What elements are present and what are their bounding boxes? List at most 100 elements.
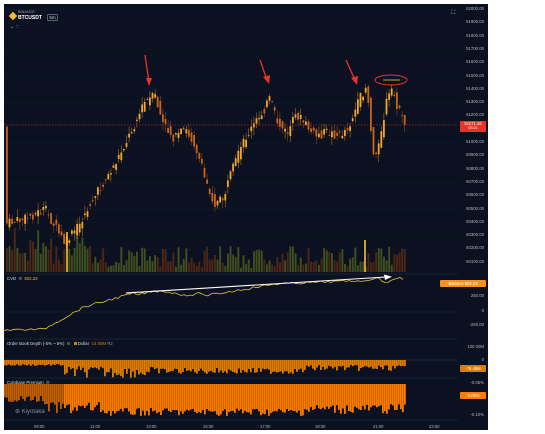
coinbase-bar (252, 384, 254, 410)
coinbase-bar (134, 384, 136, 415)
volume-bar (169, 261, 172, 272)
orderbook-bar (324, 360, 326, 370)
fullscreen-icon[interactable]: ⛶ (451, 10, 456, 16)
volume-bar (130, 252, 133, 272)
volume-bar (24, 252, 27, 272)
orderbook-legend[interactable]: Order Book Depth (-5% ~ 5%) ⚙ Dollar -14… (7, 341, 113, 347)
volume-bar (112, 265, 115, 272)
orderbook-bar (112, 360, 114, 378)
candle-body (37, 210, 39, 217)
coinbase-bar (258, 384, 260, 412)
orderbook-bar (252, 360, 254, 369)
candle-body (390, 88, 393, 96)
symbol-header: BINANCE BTCUSDT · 5m ⌄ ∵ (8, 10, 58, 30)
candle-body (47, 214, 50, 216)
coinbase-bar (242, 384, 244, 414)
coinbase-bars (4, 384, 406, 416)
price-tick: 50500.00 (466, 205, 484, 211)
candle-body (16, 217, 19, 221)
orderbook-bar (326, 360, 328, 369)
coinbase-legend[interactable]: Coinbase Premium ⚙ (7, 380, 50, 386)
orderbook-tick: 0 (481, 357, 484, 362)
coinbase-tick: -0.05% (470, 380, 484, 385)
volume-bar (284, 260, 287, 272)
coinbase-bar (374, 384, 376, 406)
cvd-badge-value: 502.23 (464, 281, 478, 286)
orderbook-bar (308, 360, 310, 367)
chevron-down-icon[interactable]: ⌄ (10, 24, 14, 29)
coinbase-bar (108, 384, 110, 411)
candle-body (258, 117, 260, 120)
coinbase-bar (290, 384, 292, 411)
settings-icon[interactable]: ⚙ (66, 341, 71, 346)
volume-bar (203, 250, 206, 272)
volume-bar (11, 250, 14, 272)
volume-bar (68, 248, 71, 272)
orderbook-bar (182, 360, 184, 372)
price-tick: 51900.00 (466, 19, 484, 25)
volume-bar (351, 257, 354, 272)
candle-body (104, 179, 107, 181)
orderbook-bar (184, 360, 186, 369)
candle-body (65, 236, 68, 246)
candle-body (323, 129, 325, 135)
volume-bar (58, 259, 60, 272)
orderbook-bar (198, 360, 200, 371)
candle-body (372, 127, 375, 155)
volume-bar (227, 253, 229, 272)
volume-bar (141, 247, 144, 272)
time-label: 19:00 (315, 424, 326, 429)
coinbase-bar (100, 384, 102, 413)
interval-label[interactable]: 5m (47, 14, 58, 21)
candle-body (315, 129, 318, 137)
orderbook-bar (372, 360, 374, 369)
orderbook-bar (312, 360, 314, 369)
settings-icon[interactable]: ⚙ (18, 276, 23, 281)
candle-body (208, 188, 211, 194)
orderbook-bar (350, 360, 352, 366)
volume-bar (359, 261, 362, 272)
orderbook-bar (92, 360, 94, 368)
orderbook-bar (14, 360, 16, 366)
orderbook-bar (370, 360, 372, 367)
orderbook-bar (52, 360, 54, 365)
candle-body (370, 97, 372, 132)
coinbase-bar (52, 384, 54, 403)
volume-bar (175, 266, 177, 272)
coinbase-bar (372, 384, 374, 406)
coinbase-bar (198, 384, 200, 413)
coinbase-bar (328, 384, 330, 409)
candle-body (349, 126, 351, 132)
volume-bar (214, 255, 216, 272)
symbol-name[interactable]: BTCUSDT (18, 14, 42, 21)
orderbook-bar (108, 360, 110, 373)
orderbook-bar (238, 360, 240, 369)
coinbase-bar (176, 384, 178, 411)
volume-bar (357, 265, 359, 272)
volume-bar (383, 256, 385, 272)
coinbase-bar (292, 384, 294, 411)
collapse-indicators[interactable]: ⌄ ∵ (10, 24, 58, 30)
settings-icon[interactable]: ⚙ (45, 380, 50, 385)
price-pane (4, 9, 462, 263)
orderbook-bar (132, 360, 134, 372)
cvd-legend[interactable]: CVD ⚙ 502.23 (7, 276, 38, 282)
volume-bar (26, 260, 29, 272)
orderbook-bar (222, 360, 224, 373)
volume-bar (292, 246, 294, 272)
volume-bar (221, 262, 224, 272)
volume-bar (302, 264, 305, 272)
coinbase-bar (260, 384, 262, 416)
price-axis[interactable]: 52000.00 51900.00 51800.00 51700.00 51600.00… (440, 4, 488, 430)
orderbook-bar (246, 360, 248, 373)
red-arrow-1 (144, 54, 152, 86)
volume-bar (401, 248, 404, 272)
chart-area[interactable]: BINANCE BTCUSDT · 5m ⌄ ∵ ⛶ (4, 4, 462, 430)
orderbook-bar (50, 360, 52, 366)
coinbase-bar (254, 384, 256, 410)
candle-body (403, 114, 406, 125)
orderbook-bar (316, 360, 318, 368)
orderbook-bar (340, 360, 342, 367)
coinbase-bar (352, 384, 354, 413)
orderbook-bar (154, 360, 156, 370)
